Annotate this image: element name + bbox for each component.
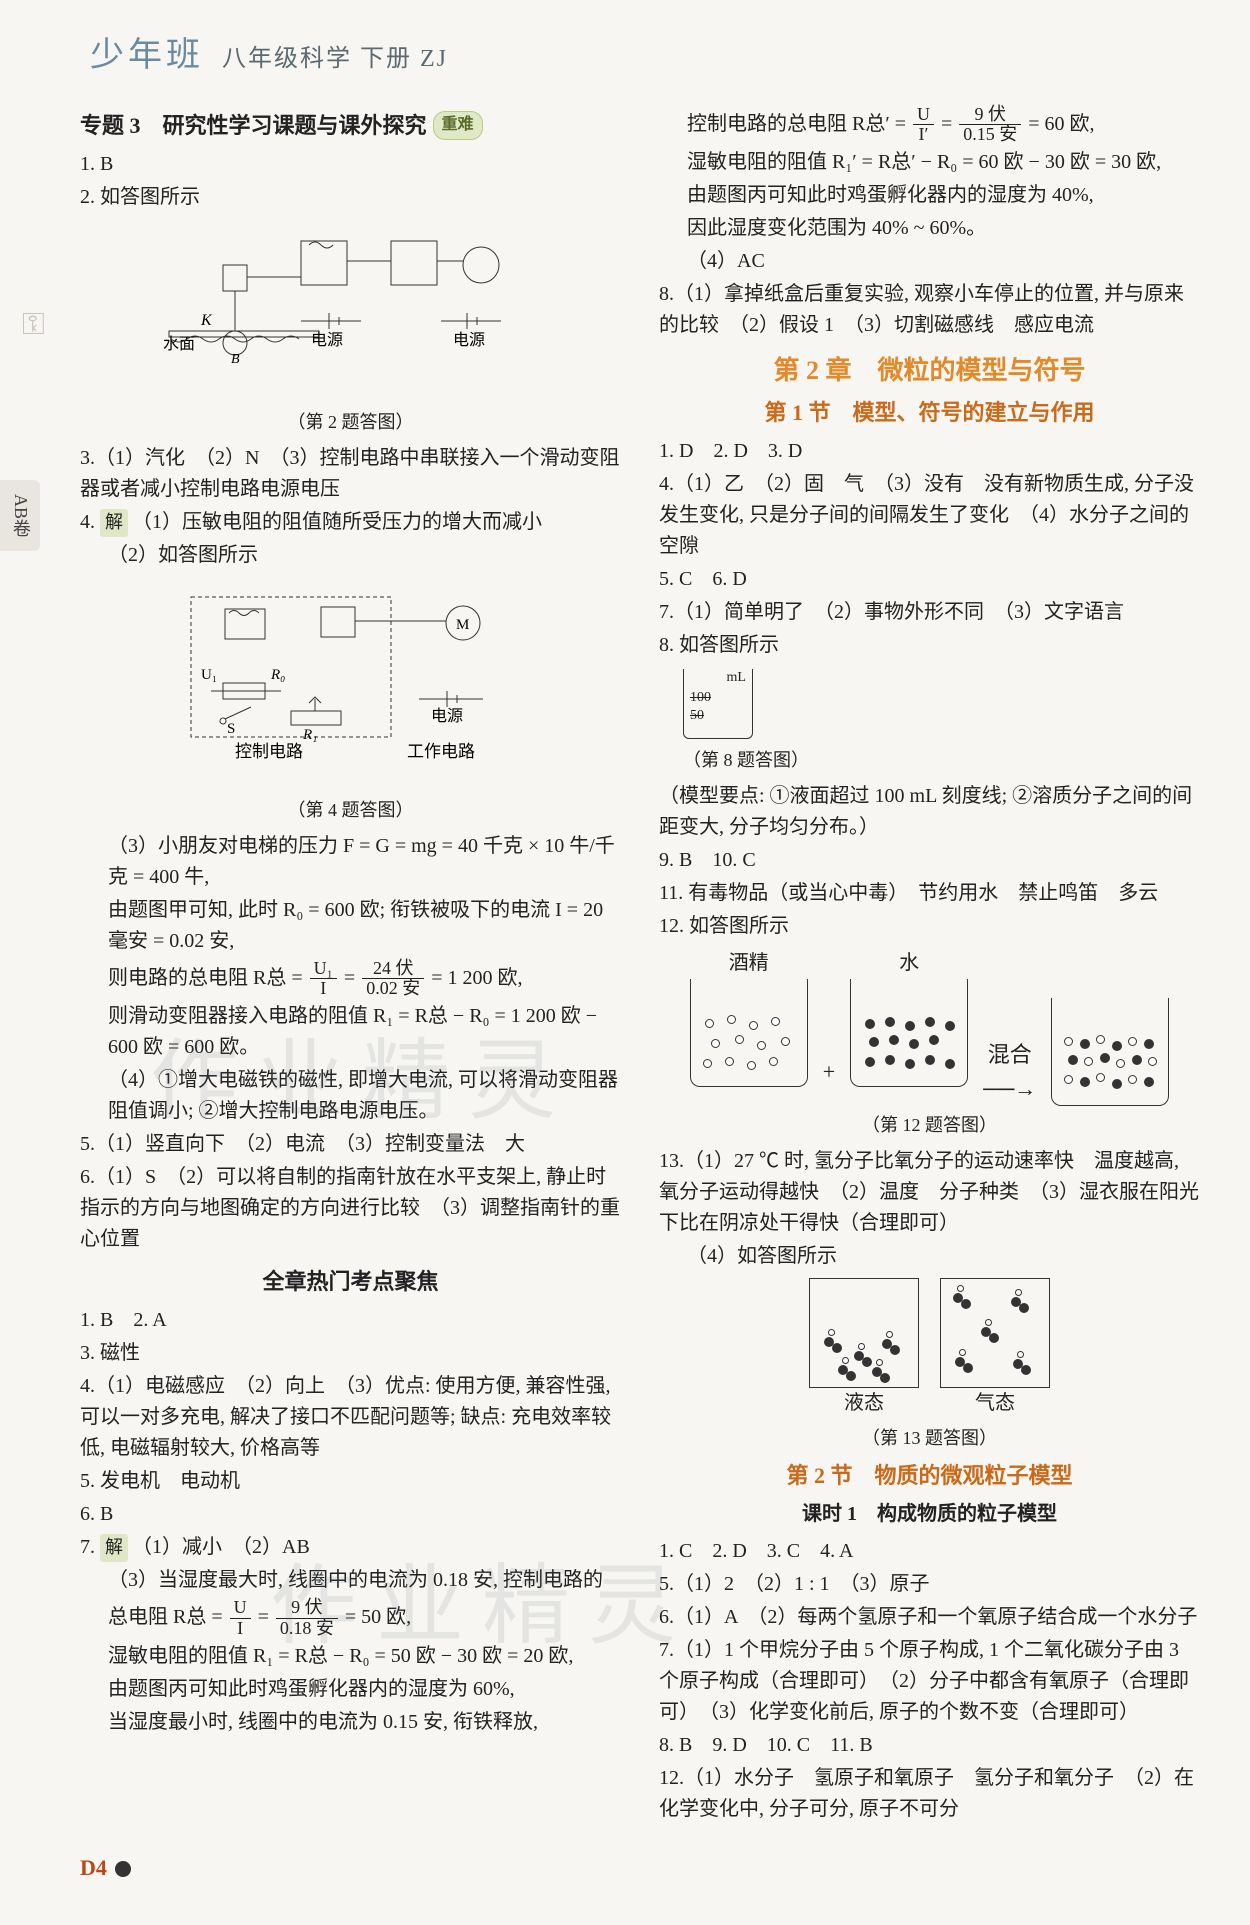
- fig4-psu: 电源: [431, 707, 463, 725]
- fig12-water-label: 水: [846, 948, 972, 979]
- s1-q8: 8. 如答图所示: [659, 630, 1200, 661]
- side-tab: AB卷: [0, 480, 40, 551]
- q1: 1. B: [80, 149, 621, 180]
- s2-q1: 1. C 2. D 3. C 4. A: [659, 1536, 1200, 1567]
- q4c-mid: 由题图甲可知, 此时 R₀ = 600 欧; 衔铁被吸下的电流 I = 20 毫…: [80, 895, 621, 957]
- fig8-caption: （第 8 题答图）: [659, 747, 1200, 775]
- r8: 8.（1）拿掉纸盒后重复实验, 观察小车停止的位置, 并与原来的比较 （2）假设…: [659, 279, 1200, 341]
- header-sub: 八年级科学 下册 ZJ: [222, 41, 448, 78]
- s1-q12: 12. 如答图所示: [659, 911, 1200, 942]
- s2-q6: 6.（1）A （2）每两个氢原子和一个氧原子结合成一个水分子: [659, 1602, 1200, 1633]
- s1-q4: 4.（1）乙 （2）固 气 （3）没有 没有新物质生成, 分子没发生变化, 只是…: [659, 469, 1200, 562]
- h5: 5. 发电机 电动机: [80, 1466, 621, 1497]
- left-column: 专题 3 研究性学习课题与课外探究 重难 1. B 2. 如答图所示 水面 B …: [80, 103, 621, 1827]
- fig4-r0: R₀: [270, 667, 285, 683]
- h4: 4.（1）电磁感应 （2）向上 （3）优点: 使用方便, 兼容性强, 可以一对多…: [80, 1371, 621, 1464]
- h1: 1. B 2. A: [80, 1305, 621, 1336]
- h7b: （3）当湿度最大时, 线圈中的电流为 0.18 安, 控制电路的: [80, 1565, 621, 1596]
- h7-solve-badge: 解: [100, 1534, 128, 1562]
- h7a: 7. 解（1）减小 （2）AB: [80, 1532, 621, 1563]
- h7b-eq: 总电阻 R总 = UI = 9 伏0.18 安 = 50 欧,: [80, 1598, 621, 1639]
- q4-solve-badge: 解: [100, 509, 128, 537]
- fig4-r1: R₁: [302, 727, 317, 743]
- fig2-psu2: 电源: [453, 331, 485, 349]
- s1-q9: 9. B 10. C: [659, 845, 1200, 876]
- fig12-caption: （第 12 题答图）: [659, 1112, 1200, 1140]
- s1-q1: 1. D 2. D 3. D: [659, 436, 1200, 467]
- q4c-eq1: 则电路的总电阻 R总 = U₁I = 24 伏0.02 安 = 1 200 欧,: [80, 959, 621, 1000]
- fig12-plus: +: [823, 1055, 835, 1089]
- fig4-work: 工作电路: [407, 742, 475, 761]
- topic3-title: 专题 3 研究性学习课题与课外探究 重难: [80, 109, 621, 143]
- fig2-k: K: [200, 312, 213, 329]
- chapter-title: 第 2 章 微粒的模型与符号: [659, 351, 1200, 391]
- s2-q7: 7.（1）1 个甲烷分子由 5 个原子构成, 1 个二氧化碳分子由 3 个原子构…: [659, 1635, 1200, 1728]
- fig8-50: 50: [690, 705, 704, 727]
- page-header: 少年班 八年级科学 下册 ZJ: [80, 30, 1200, 83]
- q4a: 4. 解（1）压敏电阻的阻值随所受压力的增大而减小: [80, 507, 621, 538]
- fig12-mix-arrow: 混合──→: [983, 1038, 1036, 1106]
- fig12-alc-label: 酒精: [686, 948, 812, 979]
- lesson1-title: 课时 1 构成物质的粒子模型: [659, 1499, 1200, 1530]
- s1-q13b: （4）如答图所示: [659, 1241, 1200, 1272]
- fig2-caption: （第 2 题答图）: [80, 409, 621, 437]
- figure-4: U₁ R₀ S R₁ M 电源 控制电: [80, 579, 621, 789]
- right-column: 控制电路的总电阻 R总′ = UI′ = 9 伏0.15 安 = 60 欧, 湿…: [659, 103, 1200, 1827]
- s1-q7: 7.（1）简单明了 （2）事物外形不同 （3）文字语言: [659, 597, 1200, 628]
- q4b: （2）如答图所示: [80, 540, 621, 571]
- hard-badge: 重难: [433, 111, 483, 140]
- s2-q12: 12.（1）水分子 氢原子和氧原子 氢分子和氧分子 （2）在化学变化中, 分子可…: [659, 1763, 1200, 1825]
- brand: 少年班: [90, 30, 204, 83]
- topic3-text: 专题 3 研究性学习课题与课外探究: [80, 109, 427, 143]
- r5: （4）AC: [659, 246, 1200, 277]
- r4: 因此湿度变化范围为 40% ~ 60%。: [659, 213, 1200, 244]
- fig13-caption: （第 13 题答图）: [659, 1425, 1200, 1453]
- q6: 6.（1）S （2）可以将自制的指南针放在水平支架上, 静止时指示的方向与地图确…: [80, 1162, 621, 1255]
- s2-q8: 8. B 9. D 10. C 11. B: [659, 1730, 1200, 1761]
- key-icon: ⚿: [22, 302, 45, 349]
- fig4-u1: U₁: [201, 667, 217, 683]
- fig4-m: M: [456, 617, 469, 633]
- fig2-psu1: 电源: [311, 331, 343, 349]
- fig4-caption: （第 4 题答图）: [80, 797, 621, 825]
- r1: 控制电路的总电阻 R总′ = UI′ = 9 伏0.15 安 = 60 欧,: [659, 105, 1200, 146]
- fig2-water: 水面: [163, 335, 195, 353]
- figure-2: 水面 B K 电源: [80, 221, 621, 401]
- q4c-pre: （3）小朋友对电梯的压力 F = G = mg = 40 千克 × 10 牛/千…: [80, 831, 621, 893]
- q5: 5.（1）竖直向下 （2）电流 （3）控制变量法 大: [80, 1129, 621, 1160]
- section1-title: 第 1 节 模型、符号的建立与作用: [659, 396, 1200, 430]
- q4c-eq2: 则滑动变阻器接入电路的阻值 R₁ = R总 − R₀ = 1 200 欧 − 6…: [80, 1001, 621, 1063]
- hot-title: 全章热门考点聚焦: [80, 1265, 621, 1299]
- figure-8: mL 100 50: [659, 669, 1200, 739]
- s1-q13: 13.（1）27 ℃ 时, 氢分子比氧分子的运动速率快 温度越高, 氧分子运动得…: [659, 1146, 1200, 1239]
- fig13-liq: 液态: [801, 1388, 927, 1419]
- section2-title: 第 2 节 物质的微观粒子模型: [659, 1459, 1200, 1493]
- s1-q11: 11. 有毒物品（或当心中毒） 节约用水 禁止鸣笛 多云: [659, 878, 1200, 909]
- h7e: 当湿度最小时, 线圈中的电流为 0.15 安, 衔铁释放,: [80, 1707, 621, 1738]
- h7d: 由题图丙可知此时鸡蛋孵化器内的湿度为 60%,: [80, 1674, 621, 1705]
- s2-q5: 5.（1）2 （2）1 : 1 （3）原子: [659, 1569, 1200, 1600]
- fig8-ml: mL: [727, 667, 746, 689]
- fig2-b: B: [231, 352, 240, 367]
- q2: 2. 如答图所示: [80, 182, 621, 213]
- h6: 6. B: [80, 1499, 621, 1530]
- s1-q8b: （模型要点: ①液面超过 100 mL 刻度线; ②溶质分子之间的间距变大, 分…: [659, 781, 1200, 843]
- h3: 3. 磁性: [80, 1338, 621, 1369]
- figure-13: 液态 气态: [659, 1278, 1200, 1419]
- page-number: D4: [80, 1851, 1200, 1885]
- q3: 3.（1）汽化 （2）N （3）控制电路中串联接入一个滑动变阻器或者减小控制电路…: [80, 443, 621, 505]
- r3: 由题图丙可知此时鸡蛋孵化器内的湿度为 40%,: [659, 180, 1200, 211]
- figure-12: 酒精 + 水: [659, 948, 1200, 1107]
- q4d: （4）①增大电磁铁的磁性, 即增大电流, 可以将滑动变阻器阻值调小; ②增大控制…: [80, 1065, 621, 1127]
- s1-q5: 5. C 6. D: [659, 564, 1200, 595]
- fig13-gas: 气态: [932, 1388, 1058, 1419]
- fig4-s: S: [227, 721, 235, 737]
- r2: 湿敏电阻的阻值 R₁′ = R总′ − R₀ = 60 欧 − 30 欧 = 3…: [659, 147, 1200, 178]
- h7c: 湿敏电阻的阻值 R₁ = R总 − R₀ = 50 欧 − 30 欧 = 20 …: [80, 1641, 621, 1672]
- fig4-ctrl: 控制电路: [235, 742, 303, 761]
